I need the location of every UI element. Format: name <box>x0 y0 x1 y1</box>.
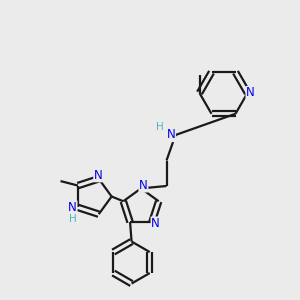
Text: N: N <box>94 169 103 182</box>
Text: N: N <box>68 201 77 214</box>
Text: H: H <box>69 214 76 224</box>
Text: N: N <box>151 217 160 230</box>
Text: N: N <box>246 86 255 100</box>
Text: H: H <box>156 122 164 132</box>
Text: N: N <box>139 179 148 192</box>
Text: N: N <box>167 128 176 142</box>
